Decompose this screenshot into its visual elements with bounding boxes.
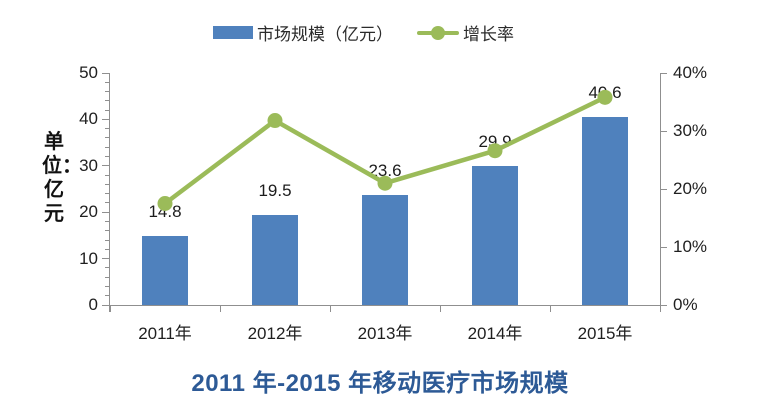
left-axis-minor-tick — [105, 128, 109, 130]
line-marker-icon — [267, 113, 283, 129]
left-axis-tick-label: 0 — [88, 295, 98, 314]
legend-item-market-size: 市场规模（亿元） — [213, 20, 393, 45]
left-axis-tick-label: 30 — [79, 155, 98, 175]
right-axis-tick-label: 20% — [673, 179, 708, 198]
left-axis-major-tick — [102, 258, 109, 260]
line-marker-icon — [487, 143, 503, 159]
right-axis-major-tick — [660, 246, 667, 248]
left-axis-major-tick — [102, 72, 109, 74]
x-axis-category-label: 2012年 — [247, 324, 303, 343]
x-axis-tick — [219, 305, 221, 312]
bar-2014年 — [472, 166, 518, 305]
left-axis-minor-tick — [105, 137, 109, 139]
x-axis-tick — [439, 305, 441, 312]
line-series-swatch-icon — [417, 25, 459, 40]
x-axis-category-label: 2011年 — [138, 324, 192, 343]
left-axis-minor-tick — [105, 285, 109, 287]
line-marker-icon — [157, 196, 173, 211]
left-axis-major-tick — [102, 304, 109, 306]
bottom-axis-line — [109, 305, 661, 306]
left-axis-minor-tick — [105, 156, 109, 158]
bar-2011年 — [142, 236, 188, 305]
x-axis-tick — [549, 305, 551, 312]
left-axis-major-tick — [102, 118, 109, 120]
bar-2013年 — [362, 195, 408, 305]
right-axis-tick-label: 0% — [673, 295, 698, 314]
right-axis-tick-label: 10% — [673, 237, 708, 256]
left-axis-major-tick — [102, 165, 109, 167]
bar-data-label: 23.6 — [368, 161, 402, 181]
right-axis-major-tick — [660, 130, 667, 132]
right-axis-major-tick — [660, 188, 667, 190]
left-axis-minor-tick — [105, 183, 109, 185]
legend: 市场规模（亿元） 增长率 — [213, 20, 514, 45]
left-axis-minor-tick — [105, 100, 109, 102]
right-axis-major-tick — [660, 304, 667, 306]
x-axis-tick — [109, 305, 111, 312]
legend-label-market-size: 市场规模（亿元） — [257, 25, 393, 44]
left-axis-tick-label: 50 — [79, 63, 98, 82]
left-axis-minor-tick — [105, 109, 109, 111]
x-axis-category-label: 2014年 — [467, 324, 523, 343]
left-axis-minor-tick — [105, 220, 109, 222]
x-axis-category-label: 2015年 — [577, 324, 633, 343]
bar-series-swatch-icon — [213, 26, 253, 39]
left-axis-tick-label: 40 — [79, 109, 98, 129]
left-axis-tick-label: 20 — [79, 202, 98, 222]
left-axis-minor-tick — [105, 91, 109, 93]
x-axis-tick — [329, 305, 331, 312]
chart-title: 2011 年-2015 年移动医疗市场规模 — [191, 370, 569, 397]
right-axis-tick-label: 40% — [673, 63, 708, 82]
left-axis-minor-tick — [105, 276, 109, 278]
plot-area: 0 10 20 30 40 50 0% 10% 20% 30% 40% 2011年 2012年 2013年… — [79, 64, 707, 344]
line-marker-icon — [377, 175, 393, 191]
line-marker-icon — [597, 89, 613, 105]
right-axis-tick-label: 30% — [673, 121, 708, 140]
x-axis-tick — [659, 305, 661, 312]
bar-2012年 — [252, 214, 298, 305]
bar-data-label: 19.5 — [258, 180, 292, 200]
bar-data-label: 14.8 — [148, 202, 182, 222]
left-axis-minor-tick — [105, 174, 109, 176]
left-axis-major-tick — [102, 211, 109, 213]
right-axis-line — [660, 73, 661, 312]
left-axis-minor-tick — [105, 267, 109, 269]
right-axis-major-tick — [660, 72, 667, 74]
left-axis-minor-tick — [105, 248, 109, 250]
growth-rate-line — [157, 89, 613, 211]
legend-label-growth-rate: 增长率 — [463, 25, 514, 44]
left-axis-minor-tick — [105, 230, 109, 232]
left-axis-minor-tick — [105, 193, 109, 195]
left-axis-tick-label: 10 — [79, 248, 98, 268]
bar-2015年 — [582, 116, 628, 305]
x-axis-category-label: 2013年 — [357, 324, 413, 343]
left-axis-minor-tick — [105, 202, 109, 204]
left-axis-minor-tick — [105, 146, 109, 148]
left-axis-minor-tick — [105, 239, 109, 241]
left-axis-minor-tick — [105, 295, 109, 297]
legend-item-growth-rate: 增长率 — [417, 20, 514, 45]
left-axis-minor-tick — [105, 81, 109, 83]
left-axis-line — [109, 73, 110, 312]
